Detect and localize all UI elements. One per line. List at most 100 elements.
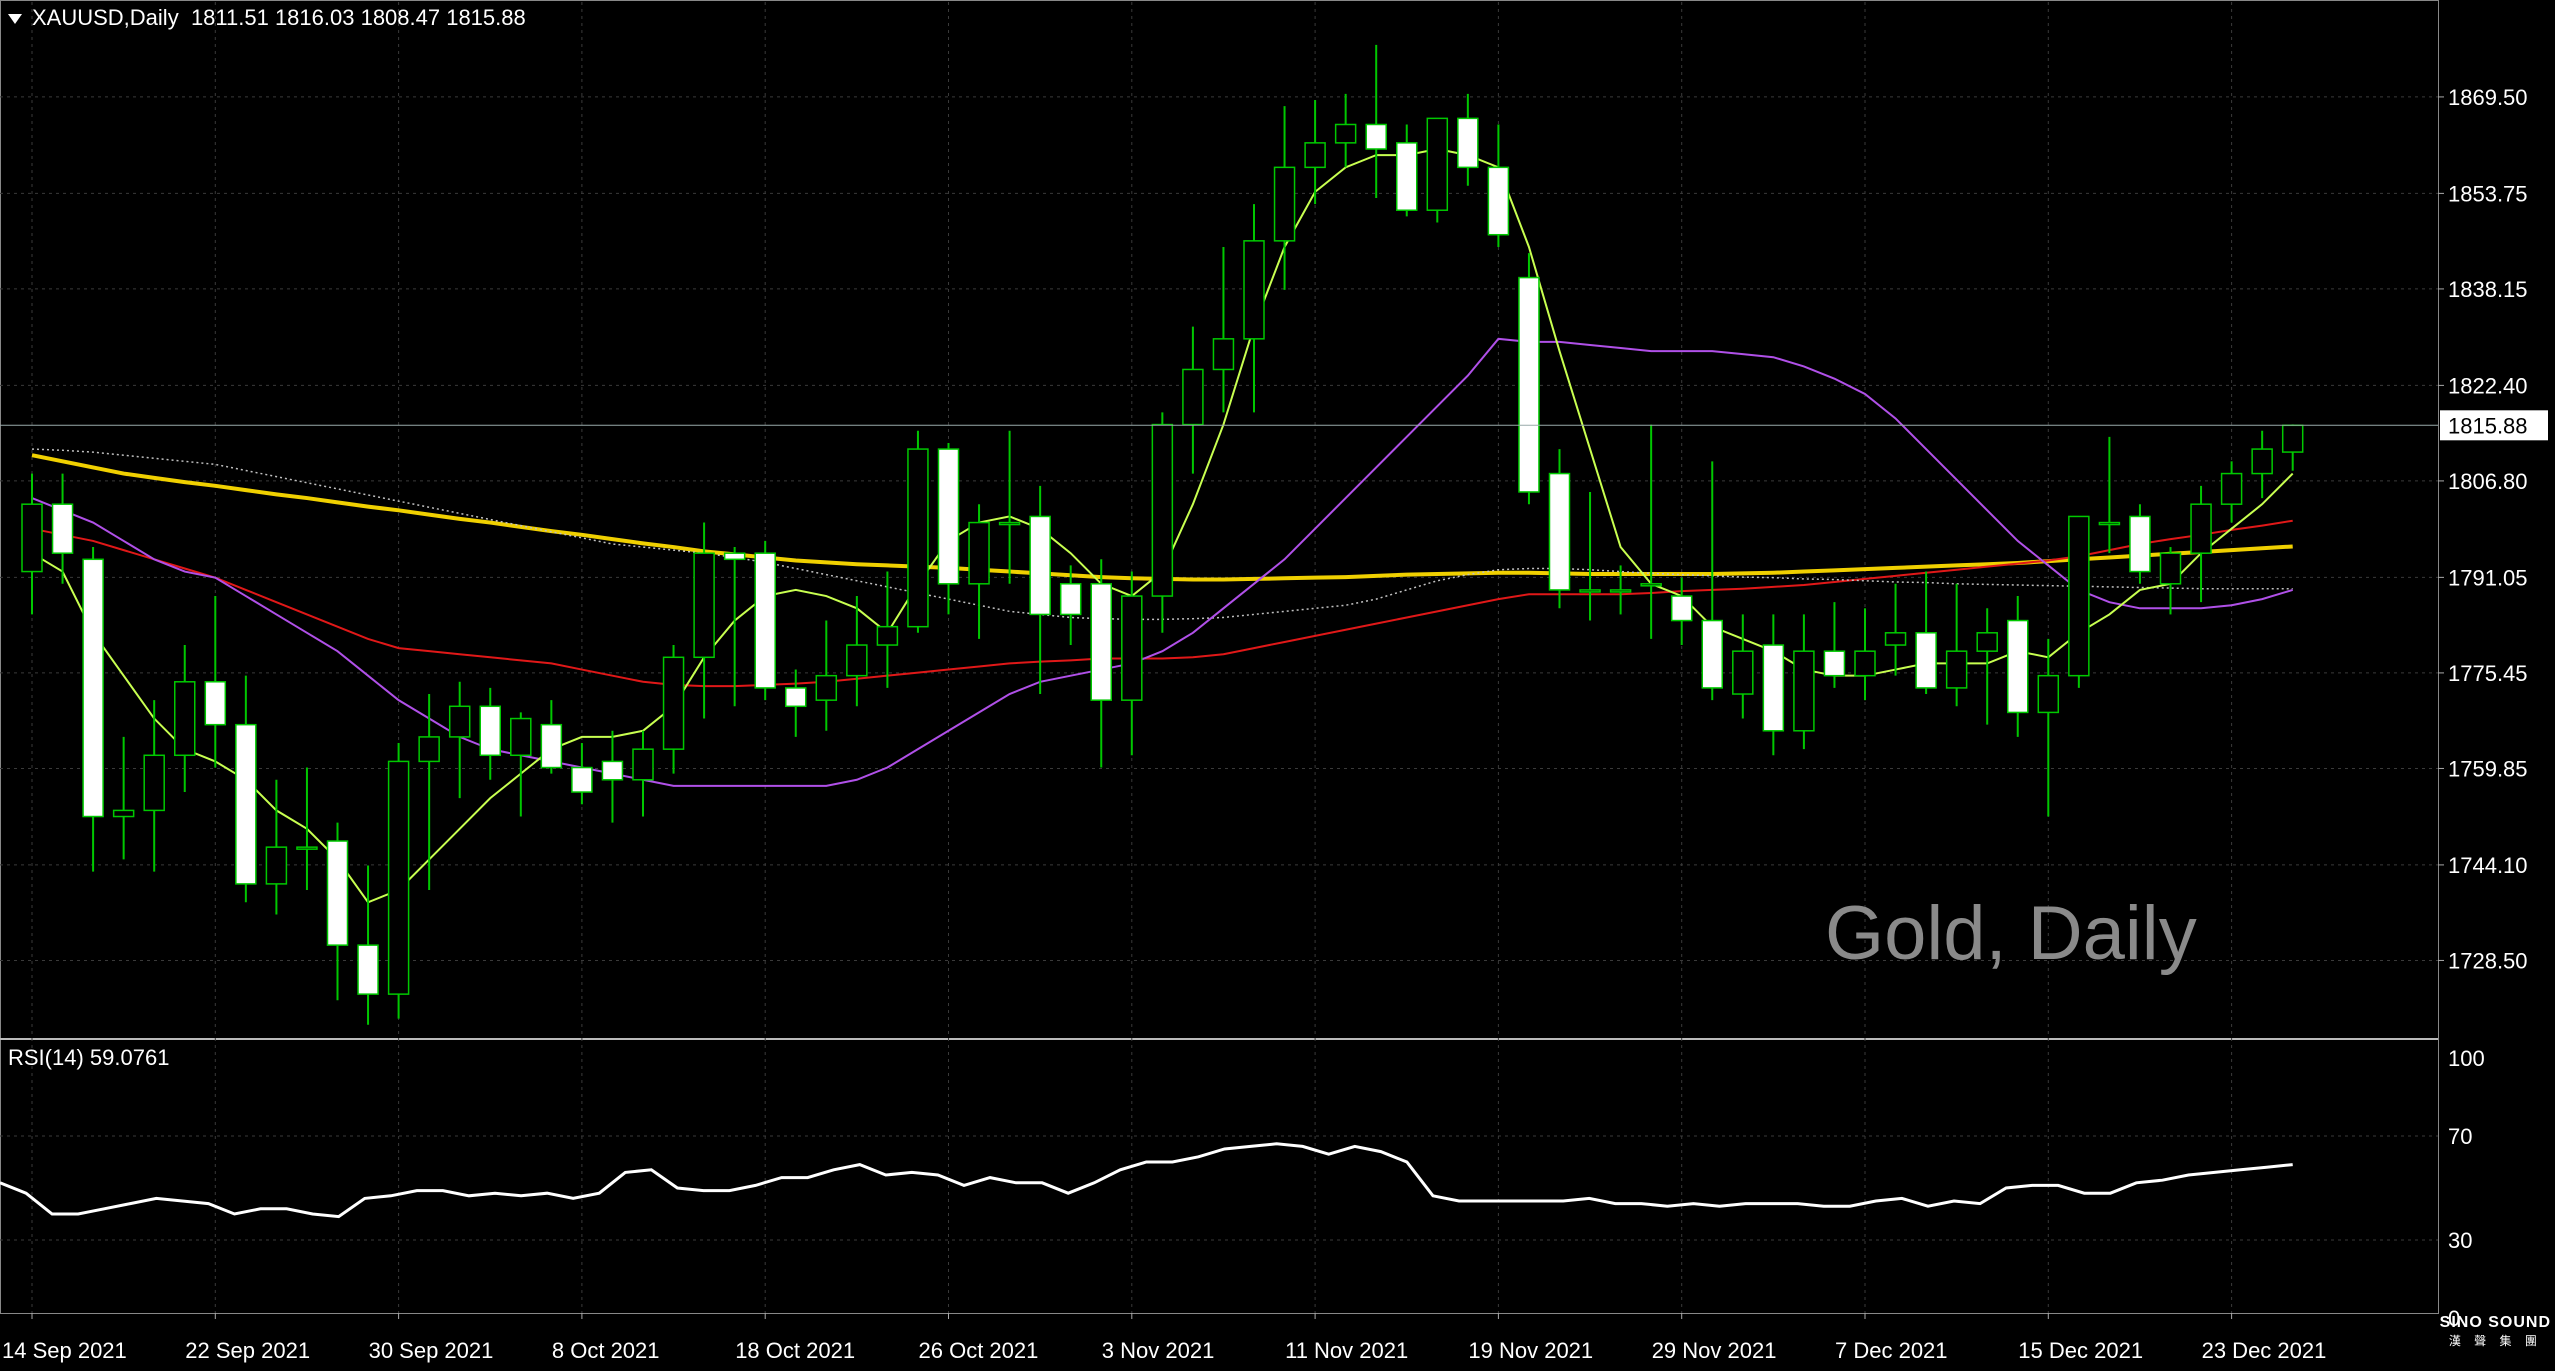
- candle-body: [2068, 515, 2090, 677]
- candle-body: [357, 944, 379, 995]
- chart-frame: [0, 0, 2439, 1314]
- candle-body: [754, 552, 776, 689]
- candle-body: [998, 521, 1021, 526]
- rsi-tick-label: 70: [2448, 1124, 2472, 1149]
- candle-body: [1976, 632, 1998, 652]
- candle-body: [1823, 650, 1846, 677]
- candle-body: [937, 448, 960, 585]
- candle-body: [693, 552, 715, 659]
- date-tick-label: 23 Dec 2021: [2202, 1338, 2327, 1363]
- candle-body: [510, 717, 532, 757]
- price-tick-label: 1791.05: [2448, 565, 2528, 590]
- moving-average-line: [31, 337, 2293, 787]
- date-tick-label: 15 Dec 2021: [2018, 1338, 2143, 1363]
- candle-body: [1426, 117, 1449, 211]
- candle-body: [1334, 123, 1357, 144]
- candle-body: [1090, 583, 1112, 701]
- candle-body: [1518, 276, 1540, 493]
- rsi-line: [0, 1142, 2293, 1219]
- candle-body: [2159, 552, 2182, 585]
- candle-body: [876, 625, 899, 646]
- logo-name: SINO SOUND: [2439, 1314, 2551, 1331]
- candle-body: [1945, 650, 1968, 689]
- candle-body: [143, 754, 165, 812]
- rsi-label: RSI(14) 59.0761: [8, 1045, 170, 1070]
- candle-body: [1609, 589, 1632, 593]
- price-tick-label: 1728.50: [2448, 948, 2528, 973]
- chart-header: XAUUSD,Daily 1811.51 1816.03 1808.47 181…: [8, 5, 526, 31]
- candle-body: [785, 687, 807, 708]
- candle-body: [2098, 521, 2121, 526]
- moving-average-line: [31, 519, 2293, 688]
- candle-body: [1762, 644, 1785, 732]
- candle-body: [723, 552, 746, 561]
- date-tick-label: 30 Sep 2021: [369, 1338, 494, 1363]
- candle-body: [1670, 595, 1693, 622]
- price-tick-label: 1838.15: [2448, 277, 2528, 302]
- price-tick-label: 1759.85: [2448, 756, 2528, 781]
- price-tick-label: 1744.10: [2448, 853, 2528, 878]
- rsi-tick-label: 0: [2448, 1306, 2460, 1331]
- candle-body: [968, 521, 990, 585]
- candle-body: [1579, 589, 1601, 593]
- candle-body: [21, 503, 43, 573]
- candle-body: [815, 674, 838, 701]
- candle-body: [846, 644, 868, 677]
- candle-body: [1487, 166, 1510, 236]
- dropdown-triangle-icon[interactable]: [8, 14, 22, 25]
- candle-body: [235, 723, 257, 885]
- price-tick-label: 1806.80: [2448, 469, 2528, 494]
- candle-body: [2220, 472, 2243, 505]
- date-tick-label: 18 Oct 2021: [735, 1338, 855, 1363]
- candle-body: [2251, 448, 2273, 475]
- candle-body: [1182, 368, 1204, 426]
- candle-body: [82, 558, 104, 818]
- candle-body: [387, 760, 410, 995]
- candle-body: [1121, 595, 1143, 701]
- candle-body: [1915, 632, 1937, 689]
- candle-body: [1059, 583, 1082, 616]
- candle-body: [2190, 503, 2212, 554]
- candle-body: [1701, 619, 1723, 689]
- candle-body: [1304, 142, 1326, 169]
- candle-body: [51, 503, 74, 554]
- candle-body: [296, 846, 318, 850]
- candle-body: [1212, 338, 1235, 371]
- candle-body: [418, 736, 440, 763]
- candle-body: [632, 748, 654, 781]
- date-tick-label: 14 Sep 2021: [2, 1338, 127, 1363]
- date-tick-label: 26 Oct 2021: [919, 1338, 1039, 1363]
- candle-body: [1548, 472, 1571, 591]
- candle-body: [112, 809, 135, 818]
- candle-body: [1396, 142, 1418, 211]
- candle-body: [1732, 650, 1754, 695]
- chart-watermark: Gold, Daily: [1825, 891, 2197, 976]
- ohlc-values: 1811.51 1816.03 1808.47 1815.88: [190, 5, 526, 30]
- rsi-tick-label: 30: [2448, 1228, 2472, 1253]
- candle-body: [1273, 166, 1296, 242]
- logo-subtitle: 漢 聲 集 團: [2448, 1334, 2542, 1348]
- price-tick-label: 1775.45: [2448, 661, 2528, 686]
- price-tick-label: 1869.50: [2448, 85, 2528, 110]
- candle-body: [1457, 117, 1479, 169]
- current-price-tag: [2440, 410, 2548, 441]
- candle-body: [174, 681, 196, 757]
- candle-body: [2129, 515, 2151, 573]
- candle-body: [2037, 674, 2060, 714]
- candle-body: [907, 448, 929, 628]
- rsi-tick-label: 100: [2448, 1046, 2485, 1071]
- candle-body: [1029, 515, 1051, 616]
- candle-body: [601, 760, 624, 781]
- candle-body: [448, 705, 471, 738]
- date-tick-label: 11 Nov 2021: [1285, 1338, 1408, 1363]
- candle-body: [204, 681, 227, 726]
- date-tick-label: 7 Dec 2021: [1835, 1338, 1948, 1363]
- candle-body: [326, 840, 349, 946]
- candle-body: [1793, 650, 1815, 732]
- price-tick-label: 1822.40: [2448, 373, 2528, 398]
- candle-body: [1884, 632, 1907, 646]
- date-tick-label: 22 Sep 2021: [185, 1338, 310, 1363]
- candle-body: [1854, 650, 1876, 677]
- date-tick-label: 19 Nov 2021: [1468, 1338, 1593, 1363]
